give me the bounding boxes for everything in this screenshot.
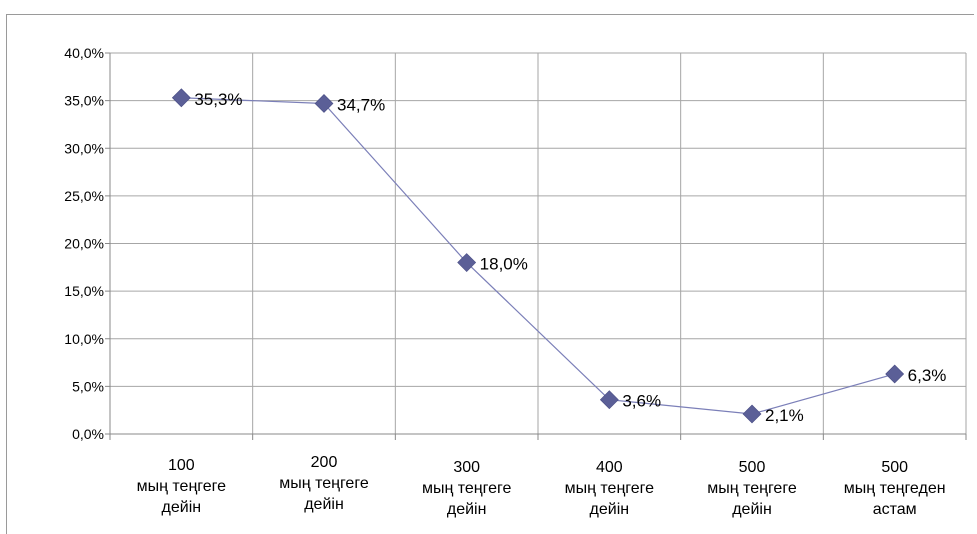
data-point-marker (599, 390, 619, 410)
x-tick-label: 300 мың теңгеге дейін (422, 459, 512, 518)
data-point-marker (171, 88, 191, 108)
data-point-marker (742, 404, 762, 424)
series (171, 88, 905, 424)
data-point-marker (314, 94, 334, 113)
x-tick-label: 500 мың теңгеден астам (844, 459, 946, 518)
data-label: 3,6% (622, 392, 661, 411)
data-label: 18,0% (480, 255, 528, 274)
data-label: 2,1% (765, 406, 804, 425)
y-tick-label: 5,0% (72, 378, 104, 394)
x-tick-label: 100 мың теңгеге дейін (137, 457, 227, 516)
data-labels: 35,3% 34,7% 18,0% 3,6% 2,1% 6,3% (194, 90, 946, 425)
y-tick-label: 35,0% (64, 93, 104, 109)
chart-frame (6, 14, 974, 534)
axes (105, 52, 967, 440)
data-point-marker (457, 253, 477, 272)
data-label: 6,3% (908, 366, 947, 385)
x-axis-tick-labels: 100 мың теңгеге дейін 200 мың теңгеге дейін 30… (137, 454, 946, 518)
x-tick-label: 500 мың теңгеге дейін (707, 459, 797, 518)
y-tick-label: 0,0% (72, 426, 104, 442)
y-axis-tick-labels: 0,0% 5,0% 10,0% 15,0% 20,0% 25,0% 30,0% 35,0% 40… (64, 45, 104, 442)
y-tick-label: 25,0% (64, 188, 104, 204)
y-tick-label: 15,0% (64, 283, 104, 299)
y-tick-label: 30,0% (64, 140, 104, 156)
y-tick-label: 40,0% (64, 45, 104, 61)
y-tick-label: 20,0% (64, 236, 104, 252)
series-line (181, 97, 895, 415)
x-tick-label: 200 мың теңгеге дейін (279, 454, 369, 513)
data-label: 34,7% (337, 95, 385, 114)
gridlines (110, 52, 967, 434)
y-tick-label: 10,0% (64, 331, 104, 347)
data-point-marker (885, 364, 905, 384)
data-label: 35,3% (194, 90, 242, 109)
x-tick-label: 400 мың теңгеге дейін (565, 459, 655, 518)
